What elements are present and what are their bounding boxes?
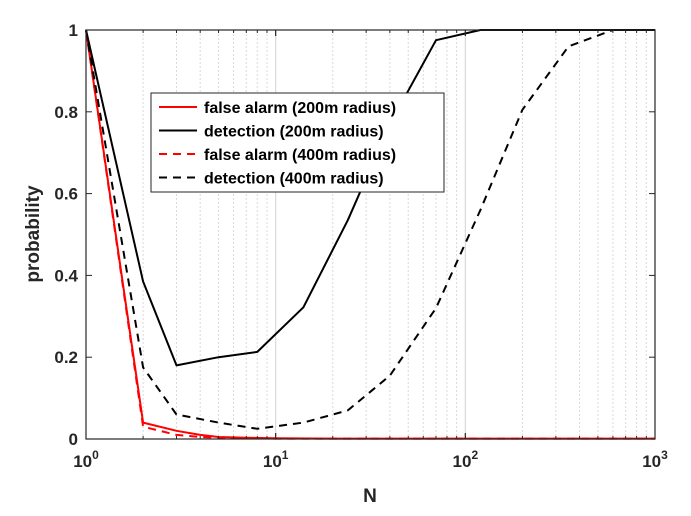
x-tick-label: 100 [73,448,99,471]
y-tick-label: 0.6 [54,185,78,204]
x-tick-labels: 100 101 102 103 [73,448,668,471]
plot-area [86,30,655,439]
x-tick-label: 103 [642,448,668,471]
legend-entry-label: detection (400m radius) [204,171,384,188]
y-tick-label: 1 [69,21,78,40]
y-axis-label: probability [23,185,44,283]
y-tick-label: 0 [69,430,78,449]
y-tick-labels: 0 0.2 0.4 0.6 0.8 1 [54,21,78,449]
legend-box [150,92,445,193]
y-tick-label: 0.2 [54,348,78,367]
x-tick-label: 101 [263,448,289,471]
y-tick-label: 0.8 [54,103,78,122]
series-line-4 [85,29,655,430]
axes [85,29,656,440]
y-tick-label: 0.4 [54,266,78,285]
axes-box [85,29,656,440]
x-axis-label: N [363,486,377,507]
legend: false alarm (200m radius) detection (200m… [150,92,445,193]
x-tick-label: 102 [453,448,479,471]
series-line-2 [85,29,655,367]
legend-entry-label: detection (200m radius) [204,124,384,141]
legend-entry-label: false alarm (200m radius) [204,100,396,117]
legend-entry-label: false alarm (400m radius) [204,147,396,164]
